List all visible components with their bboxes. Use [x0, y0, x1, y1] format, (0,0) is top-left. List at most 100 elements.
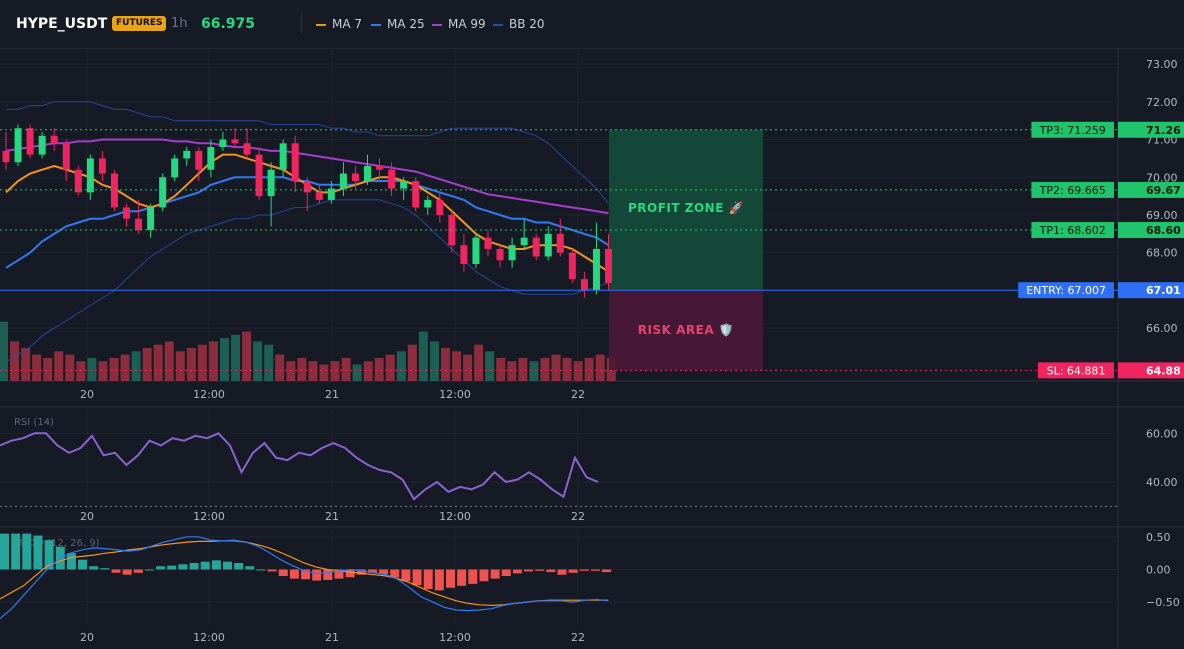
- macd-hist-bar: [345, 569, 355, 578]
- volume-bar: [87, 357, 97, 381]
- candle-body: [351, 173, 359, 182]
- macd-hist-bar: [312, 569, 322, 581]
- legend-ma25-label: MA 25: [387, 17, 425, 31]
- symbol-name[interactable]: HYPE_USDT: [16, 16, 108, 32]
- candle-body: [243, 143, 251, 155]
- volume-bar: [452, 351, 462, 381]
- volume-bar: [418, 331, 428, 381]
- volume-bar: [98, 361, 108, 381]
- candle-body: [508, 245, 516, 261]
- macd-hist-bar: [100, 568, 110, 570]
- axis-tag-bg: [1118, 222, 1184, 239]
- macd-hist-bar: [144, 569, 154, 571]
- level-tag-label: TP3: 71.259: [1039, 124, 1106, 137]
- futures-badge: FUTURES: [112, 16, 167, 31]
- macd-hist-bar: [524, 569, 534, 572]
- legend-ma99[interactable]: MA 99: [432, 15, 486, 33]
- candle-body: [207, 147, 215, 170]
- volume-bar: [186, 348, 196, 381]
- macd-hist-bar: [579, 569, 589, 571]
- legend-ma25-swatch: [371, 23, 381, 26]
- macd-hist-bar: [512, 569, 522, 574]
- level-tag-bg: [1018, 282, 1114, 299]
- level-tag-label: ENTRY: 67.007: [1026, 284, 1106, 297]
- candle-body: [303, 181, 311, 193]
- macd-label: MACD (12, 26, 9): [14, 538, 100, 549]
- candle-body: [195, 150, 203, 170]
- volume-bar: [407, 344, 417, 381]
- volume-bar: [54, 351, 64, 381]
- candle-body: [98, 158, 106, 174]
- rsi-label: RSI (14): [14, 417, 54, 428]
- candle-body: [26, 128, 34, 155]
- candle-body: [50, 135, 58, 144]
- legend-ma25[interactable]: MA 25: [371, 15, 425, 33]
- macd-hist-bar: [289, 569, 299, 579]
- volume-bar: [197, 344, 207, 381]
- price-tick-label: 70.00: [1146, 171, 1178, 184]
- macd-hist-bar: [490, 569, 500, 579]
- macd-hist-bar: [535, 569, 545, 571]
- candle-body: [2, 150, 10, 163]
- rsi-tick-label: 40.00: [1146, 476, 1178, 489]
- volume-bar: [142, 348, 152, 381]
- legend-ma7[interactable]: MA 7: [316, 15, 362, 33]
- volume-bar: [308, 361, 318, 381]
- axis-tag-label: 64.88: [1146, 364, 1181, 377]
- candle-body: [580, 279, 588, 291]
- macd-hist-bar: [546, 569, 556, 573]
- volume-bar: [551, 354, 561, 381]
- candle-body: [460, 245, 468, 265]
- axis-tag-label: 71.26: [1146, 124, 1181, 137]
- candle-body: [86, 158, 94, 193]
- macd-hist-bar: [278, 569, 288, 577]
- volume-bar: [120, 354, 130, 381]
- volume-bar: [220, 338, 229, 381]
- macd-hist-bar: [301, 569, 311, 580]
- volume-bar: [164, 341, 174, 381]
- macd-hist-bar: [178, 564, 188, 570]
- level-tag-label: TP2: 69.665: [1039, 184, 1106, 197]
- volume-bar: [396, 351, 406, 381]
- macd-hist-bar: [423, 569, 433, 590]
- time-tick-label: 21: [325, 510, 339, 523]
- price-tick-label: 66.00: [1146, 322, 1178, 335]
- candle-body: [171, 158, 179, 178]
- macd-tick-label: 0.00: [1146, 563, 1171, 576]
- time-tick-label: 12:00: [439, 388, 471, 401]
- volume-bar: [0, 321, 8, 381]
- volume-bar: [485, 351, 495, 381]
- volume-bar: [441, 348, 450, 381]
- candle-body: [315, 192, 323, 200]
- macd-hist-bar: [412, 569, 422, 586]
- volume-bar: [363, 361, 373, 381]
- legend-ma7-label: MA 7: [332, 17, 363, 31]
- volume-bar: [573, 361, 583, 381]
- legend-ma99-label: MA 99: [448, 17, 486, 31]
- legend-bb20-swatch: [493, 23, 503, 26]
- ma7-line: [5, 153, 610, 273]
- legend-ma7-swatch: [316, 23, 326, 26]
- interval-label[interactable]: 1h: [171, 16, 188, 31]
- macd-hist-bar: [234, 562, 244, 570]
- volume-bar: [10, 341, 20, 381]
- level-tag-bg: [1031, 121, 1114, 138]
- time-tick-label: 12:00: [439, 631, 471, 644]
- candle-body: [327, 188, 335, 200]
- macd-hist-bar: [568, 569, 578, 573]
- macd-hist-bar: [167, 565, 177, 570]
- profit-zone: [609, 129, 763, 291]
- candle-body: [147, 207, 155, 231]
- macd-hist-bar: [356, 569, 366, 575]
- candle-body: [496, 248, 504, 261]
- candle-body: [14, 128, 22, 163]
- price-tick-label: 68.00: [1146, 247, 1178, 260]
- candle-body: [183, 150, 191, 159]
- volume-bar: [341, 357, 351, 381]
- legend-bb20[interactable]: BB 20: [493, 15, 545, 33]
- level-tag-label: SL: 64.881: [1047, 364, 1106, 377]
- macd-hist-bar: [78, 559, 88, 570]
- candle-body: [605, 248, 612, 283]
- volume-bar: [208, 341, 218, 381]
